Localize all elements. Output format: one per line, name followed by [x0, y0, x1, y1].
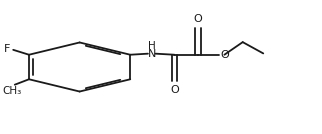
Text: CH₃: CH₃ — [2, 86, 21, 96]
Text: O: O — [220, 50, 229, 60]
Text: H: H — [148, 41, 156, 51]
Text: O: O — [170, 85, 179, 95]
Text: F: F — [4, 44, 10, 54]
Text: O: O — [194, 14, 203, 24]
Text: N: N — [147, 49, 156, 59]
